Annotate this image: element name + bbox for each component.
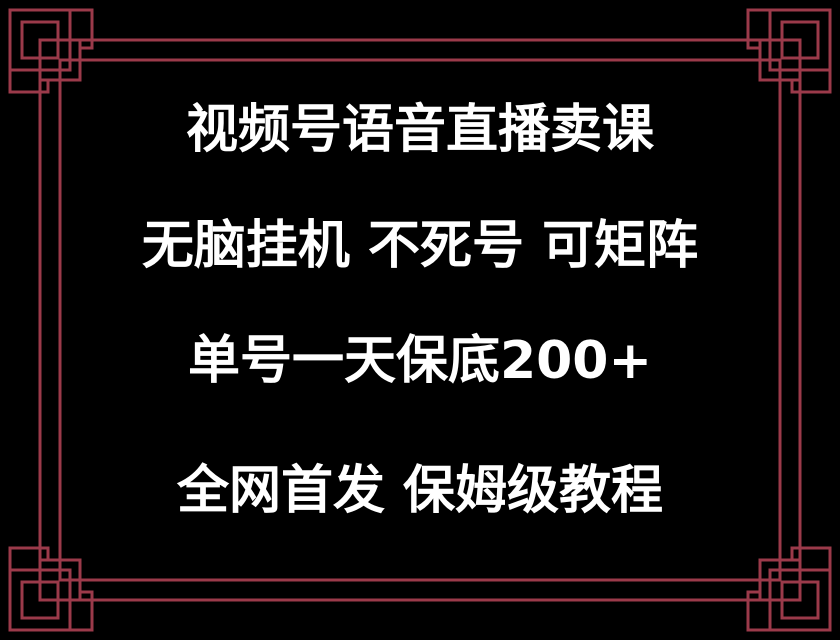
corner-ornament-bottom-left: [8, 546, 94, 632]
outer-border: [38, 38, 802, 602]
corner-ornament-top-left: [8, 8, 94, 94]
headline-line-4: 全网首发 保姆级教程: [176, 461, 664, 521]
inner-border: [58, 58, 782, 582]
corner-ornament-bottom-right: [746, 546, 832, 632]
headline-line-2: 无脑挂机 不死号 可矩阵: [141, 216, 699, 276]
headline-line-1: 视频号语音直播卖课: [185, 100, 654, 160]
corner-ornament-top-right: [746, 8, 832, 94]
headline-line-3: 单号一天保底200+: [187, 331, 653, 391]
